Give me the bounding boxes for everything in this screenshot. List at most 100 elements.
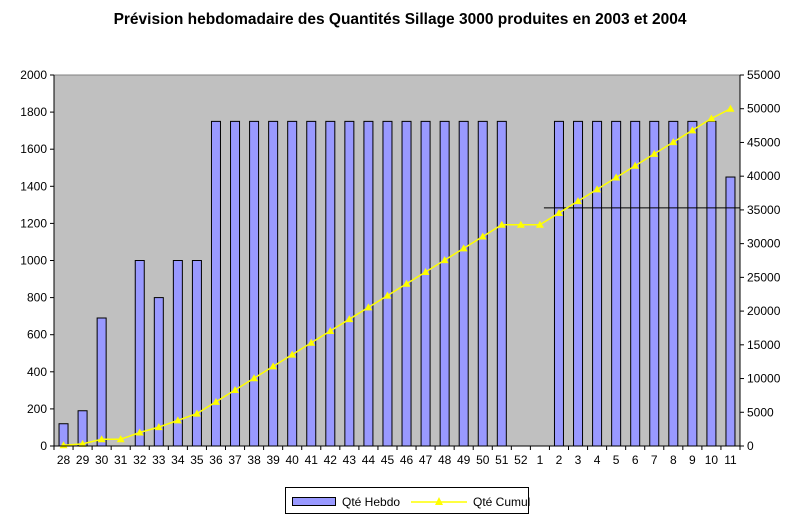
y-left-tick-label: 1000 — [20, 254, 47, 268]
cumul-point-4 — [593, 185, 602, 193]
y-right-tick-label: 20000 — [747, 304, 781, 318]
x-tick-label: 51 — [495, 453, 509, 467]
cumul-point-42 — [326, 326, 335, 334]
x-tick-label: 40 — [286, 453, 300, 467]
cumul-point-39 — [269, 362, 278, 370]
y-left-tick-label: 800 — [27, 291, 47, 305]
cumul-point-31 — [116, 435, 125, 443]
x-tick-label: 43 — [343, 453, 357, 467]
legend-swatch-line — [411, 497, 467, 505]
cumul-point-47 — [421, 267, 430, 275]
cumul-point-6 — [631, 161, 640, 169]
y-right-tick-label: 35000 — [747, 203, 781, 217]
y-right-tick-label: 10000 — [747, 372, 781, 386]
cumul-point-48 — [440, 256, 449, 264]
cumul-point-2 — [554, 208, 563, 216]
x-tick-label: 47 — [419, 453, 433, 467]
x-tick-label: 5 — [613, 453, 620, 467]
bar-2 — [553, 120, 564, 447]
bar-48 — [439, 120, 450, 447]
cumul-point-38 — [250, 374, 259, 382]
y-left-tick-label: 0 — [40, 439, 47, 453]
bar-39 — [268, 120, 279, 447]
legend-swatch-bar — [292, 497, 336, 506]
bar-32 — [134, 260, 145, 447]
cumul-point-45 — [383, 291, 392, 299]
x-tick-label: 41 — [305, 453, 319, 467]
bar-series-qte-hebdo — [58, 120, 736, 447]
bar-35 — [191, 260, 202, 447]
bar-6 — [630, 120, 641, 447]
bar-7 — [649, 120, 660, 447]
bar-41 — [306, 120, 317, 447]
cumul-point-5 — [612, 173, 621, 181]
y-right-tick-label: 25000 — [747, 270, 781, 284]
cumul-point-35 — [192, 409, 201, 417]
cumul-point-52 — [516, 220, 525, 228]
cumul-point-9 — [688, 126, 697, 134]
bar-45 — [382, 120, 393, 447]
chart-title: Prévision hebdomadaire des Quantités Sil… — [113, 11, 687, 28]
cumul-point-7 — [650, 149, 659, 157]
y-left-tick-label: 400 — [27, 365, 47, 379]
bar-5 — [611, 120, 622, 447]
bar-40 — [287, 120, 298, 447]
bar-51 — [496, 120, 507, 447]
x-tick-label: 31 — [114, 453, 128, 467]
bar-50 — [477, 120, 488, 447]
x-tick-label: 3 — [575, 453, 582, 467]
bar-11 — [725, 176, 736, 447]
cumul-line-path — [63, 108, 731, 446]
y-left-tick-label: 600 — [27, 328, 47, 342]
x-tick-label: 49 — [457, 453, 471, 467]
y-right-tick-label: 5000 — [747, 405, 774, 419]
y-left-tick-label: 1600 — [20, 142, 47, 156]
cumul-point-3 — [574, 197, 583, 205]
bar-9 — [687, 120, 698, 447]
x-tick-label: 37 — [228, 453, 242, 467]
y-left-tick-label: 1800 — [20, 105, 47, 119]
cumul-point-34 — [173, 416, 182, 424]
x-tick-label: 9 — [689, 453, 696, 467]
x-tick-label: 30 — [95, 453, 109, 467]
x-tick-label: 38 — [247, 453, 261, 467]
axes: 0200400600800100012001400160018002000050… — [20, 68, 780, 467]
x-tick-label: 34 — [171, 453, 185, 467]
x-tick-label: 10 — [705, 453, 719, 467]
y-left-tick-label: 2000 — [20, 68, 47, 82]
x-tick-label: 35 — [190, 453, 204, 467]
cumul-point-33 — [154, 423, 163, 431]
bar-43 — [344, 120, 355, 447]
x-tick-label: 32 — [133, 453, 147, 467]
cumul-point-8 — [669, 138, 678, 146]
x-tick-label: 33 — [152, 453, 166, 467]
y-left-tick-label: 1200 — [20, 216, 47, 230]
x-tick-label: 11 — [724, 453, 737, 467]
bar-36 — [210, 120, 221, 447]
y-left-tick-label: 1400 — [20, 179, 47, 193]
x-tick-label: 45 — [381, 453, 395, 467]
cumul-point-50 — [478, 232, 487, 240]
bar-37 — [230, 120, 241, 447]
cumul-point-36 — [211, 397, 220, 405]
x-tick-label: 36 — [209, 453, 223, 467]
bar-38 — [249, 120, 260, 447]
x-tick-label: 28 — [57, 453, 71, 467]
cumul-point-51 — [497, 220, 506, 228]
y-right-tick-label: 30000 — [747, 237, 781, 251]
x-tick-label: 6 — [632, 453, 639, 467]
x-tick-label: 48 — [438, 453, 452, 467]
cumul-point-32 — [135, 428, 144, 436]
cumul-point-40 — [288, 350, 297, 358]
cumul-point-49 — [459, 244, 468, 252]
bar-3 — [573, 120, 584, 447]
cumul-point-46 — [402, 279, 411, 287]
y-right-tick-label: 40000 — [747, 169, 781, 183]
legend-label-qte-cumul: Qté Cumul — [473, 495, 531, 509]
bar-44 — [363, 120, 374, 447]
bar-4 — [592, 120, 603, 447]
y-right-tick-label: 15000 — [747, 338, 781, 352]
cumul-point-30 — [97, 435, 106, 443]
bar-42 — [325, 120, 336, 447]
x-tick-label: 8 — [670, 453, 677, 467]
